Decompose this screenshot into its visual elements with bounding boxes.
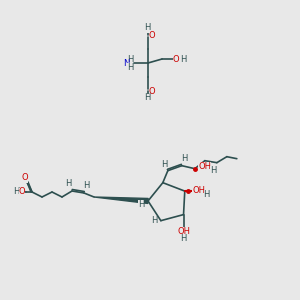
Text: H: H xyxy=(127,62,133,71)
Text: N: N xyxy=(123,58,129,68)
Text: H: H xyxy=(160,160,167,169)
Text: OH: OH xyxy=(198,162,211,171)
Text: H: H xyxy=(144,94,150,103)
Text: O: O xyxy=(149,86,155,95)
Text: H: H xyxy=(65,178,71,188)
Text: O: O xyxy=(173,55,179,64)
Text: H: H xyxy=(144,23,150,32)
Text: H: H xyxy=(13,187,19,196)
Text: H: H xyxy=(151,216,157,225)
Text: H: H xyxy=(181,154,187,163)
Text: H: H xyxy=(180,234,187,243)
Text: H: H xyxy=(210,166,216,175)
Text: O: O xyxy=(22,173,28,182)
Text: H: H xyxy=(138,200,144,209)
Text: OH: OH xyxy=(192,186,205,195)
Text: O: O xyxy=(149,31,155,40)
Text: H: H xyxy=(127,55,133,64)
Text: O: O xyxy=(19,188,25,196)
Polygon shape xyxy=(94,197,148,203)
Text: H: H xyxy=(204,190,210,199)
Text: H: H xyxy=(180,55,186,64)
Text: H: H xyxy=(83,181,89,190)
Text: OH: OH xyxy=(177,227,190,236)
